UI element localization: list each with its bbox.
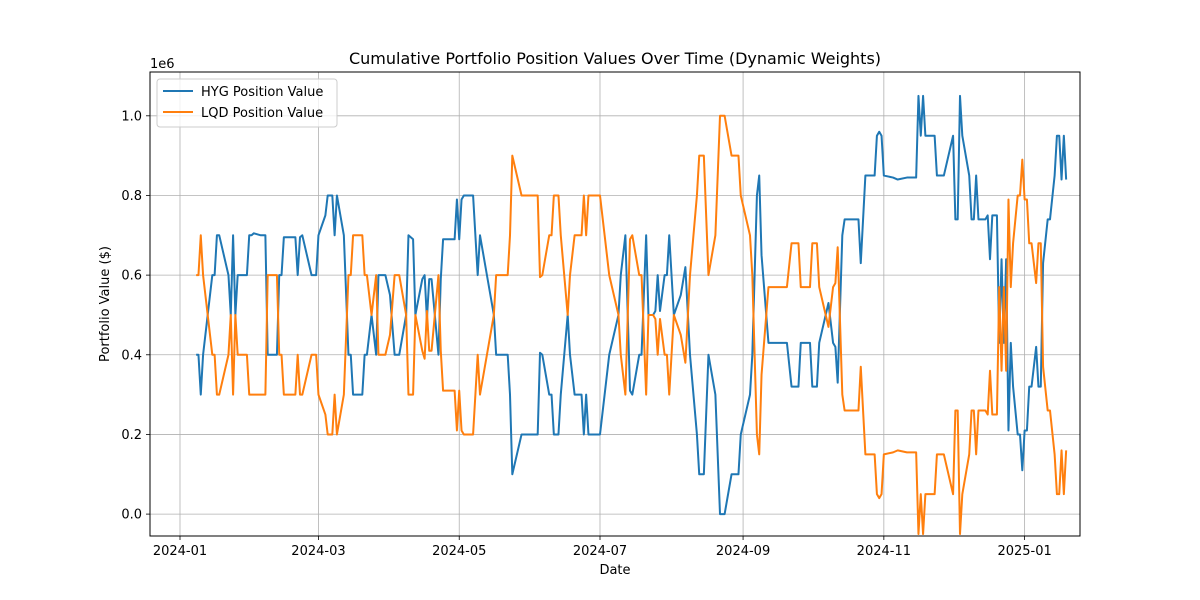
y-tick-label: 0.4 — [121, 348, 142, 363]
x-tick-label: 2024-01 — [153, 544, 207, 559]
x-tick-label: 2024-09 — [716, 544, 770, 559]
x-tick-label: 2024-07 — [573, 544, 627, 559]
y-axis-label: Portfolio Value ($) — [98, 246, 113, 362]
x-axis-label: Date — [599, 563, 630, 578]
plot-frame — [149, 71, 1081, 537]
y-tick-label: 0.2 — [121, 428, 142, 443]
y-tick-label: 0.0 — [121, 508, 142, 523]
legend-box — [156, 78, 338, 128]
legend-label-lqd: LQD Position Value — [201, 106, 323, 121]
y-axis-offset-label: 1e6 — [150, 57, 175, 72]
x-axis-ticks: 2024-01 2024-03 2024-05 2024-07 2024-09 2024-… — [153, 536, 1052, 559]
x-tick-label: 2024-03 — [291, 544, 345, 559]
x-tick-label: 2024-11 — [857, 544, 911, 559]
legend: HYG Position Value LQD Position Value — [156, 78, 338, 128]
y-tick-label: 0.6 — [121, 269, 142, 284]
x-tick-label: 2025-01 — [997, 544, 1051, 559]
chart-title: Cumulative Portfolio Position Values Ove… — [349, 49, 881, 68]
legend-label-hyg: HYG Position Value — [201, 85, 323, 100]
series-layer — [196, 94, 1068, 536]
y-tick-label: 0.8 — [121, 189, 142, 204]
series-line-lqd — [196, 114, 1068, 536]
y-tick-label: 1.0 — [121, 109, 142, 124]
grid — [150, 72, 1080, 536]
x-tick-label: 2024-05 — [432, 544, 486, 559]
y-axis-ticks: 0.0 0.2 0.4 0.6 0.8 1.0 — [121, 109, 150, 523]
